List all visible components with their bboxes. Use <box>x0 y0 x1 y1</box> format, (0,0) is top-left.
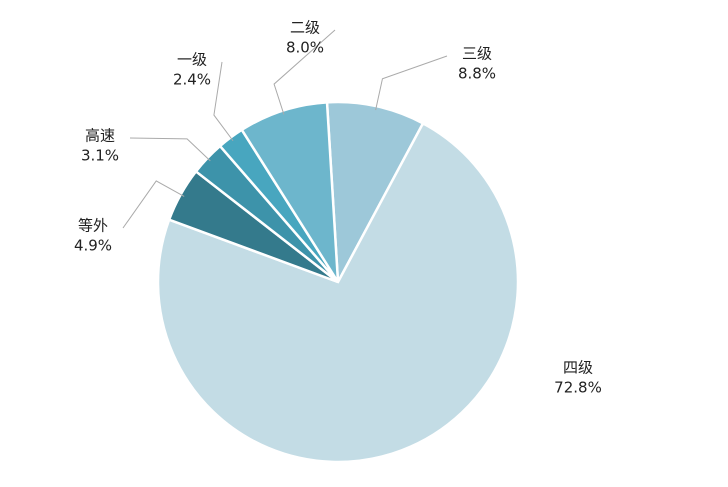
slice-value-label: 4.9% <box>74 237 112 255</box>
pie-slice <box>156 121 520 464</box>
slice-label: 高速 <box>85 127 115 145</box>
leader-line <box>213 61 234 142</box>
slice-value-label: 3.1% <box>81 147 119 165</box>
slice-label: 二级 <box>290 19 320 37</box>
slice-label: 一级 <box>177 51 207 69</box>
slice-label: 四级 <box>563 359 593 377</box>
slice-value-label: 72.8% <box>554 379 602 397</box>
leader-line <box>122 180 185 229</box>
slice-value-label: 8.8% <box>458 65 496 83</box>
slice-value-label: 8.0% <box>286 39 324 57</box>
slice-label: 等外 <box>78 217 108 235</box>
leader-line <box>129 137 211 162</box>
leader-line <box>375 55 448 111</box>
leader-line <box>273 29 336 115</box>
slice-label: 三级 <box>462 45 492 63</box>
slice-value-label: 2.4% <box>173 71 211 89</box>
